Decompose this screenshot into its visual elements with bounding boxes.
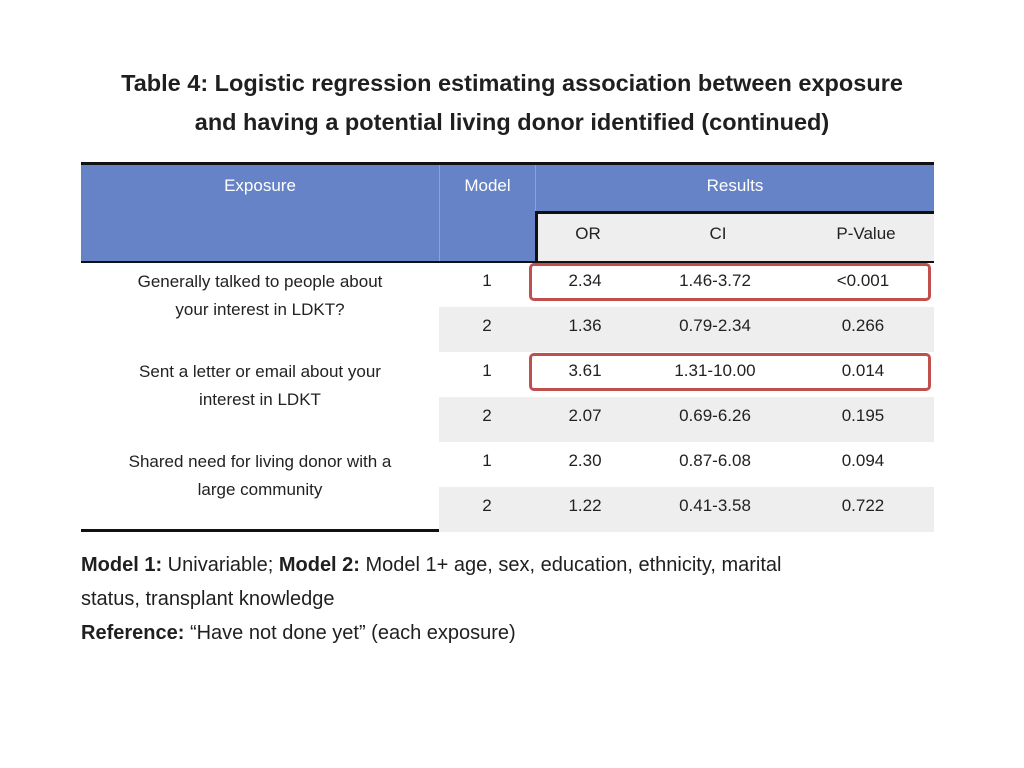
cell-p-value: 0.266 <box>795 316 931 336</box>
cell-or: 2.07 <box>535 406 635 426</box>
note-models: Model 1: Univariable; Model 2: Model 1+ … <box>81 548 961 582</box>
model2-label: Model 2: <box>279 554 360 576</box>
highlight-box <box>529 353 931 391</box>
cell-p-value: 0.094 <box>795 451 931 471</box>
cell-model: 1 <box>439 271 535 291</box>
header-results-label: Results <box>536 176 934 196</box>
cell-ci: 0.79-2.34 <box>635 316 795 336</box>
cell-model: 1 <box>439 361 535 381</box>
header-model-label: Model <box>440 176 535 196</box>
header-exposure-label: Exposure <box>81 176 439 196</box>
table-title: Table 4: Logistic regression estimating … <box>60 64 964 142</box>
cell-model: 2 <box>439 316 535 336</box>
exposure-line: your interest in LDKT? <box>91 296 429 324</box>
exposure-label: Generally talked to people about your in… <box>91 268 429 324</box>
reference-label: Reference: <box>81 622 184 644</box>
exposure-line: Generally talked to people about <box>91 268 429 296</box>
note-reference: Reference: “Have not done yet” (each exp… <box>81 616 961 650</box>
title-line-1: Table 4: Logistic regression estimating … <box>60 64 964 103</box>
header-results: Results <box>535 165 934 211</box>
cell-ci: 0.41-3.58 <box>635 496 795 516</box>
cell-or: 2.30 <box>535 451 635 471</box>
cell-model: 2 <box>439 496 535 516</box>
header-exposure: Exposure <box>81 165 439 261</box>
results-subheader: OR CI P-Value <box>535 211 934 261</box>
cell-ci: 0.69-6.26 <box>635 406 795 426</box>
table-notes: Model 1: Univariable; Model 2: Model 1+ … <box>81 548 961 650</box>
subheader-p-value: P-Value <box>798 224 934 244</box>
exposure-line: Shared need for living donor with a <box>91 448 429 476</box>
exposure-line: large community <box>91 476 429 504</box>
cell-ci: 0.87-6.08 <box>635 451 795 471</box>
note-models-cont: status, transplant knowledge <box>81 582 961 616</box>
highlight-box <box>529 263 931 301</box>
reference-text: “Have not done yet” (each exposure) <box>184 622 515 644</box>
subheader-or: OR <box>538 224 638 244</box>
header-model: Model <box>439 165 535 261</box>
results-table: Exposure Model Results OR CI P-Value Gen… <box>81 162 934 532</box>
cell-model: 2 <box>439 406 535 426</box>
model2-text: Model 1+ age, sex, education, ethnicity,… <box>360 554 782 576</box>
model1-label: Model 1: <box>81 554 162 576</box>
cell-p-value: 0.722 <box>795 496 931 516</box>
exposure-line: Sent a letter or email about your <box>91 358 429 386</box>
cell-model: 1 <box>439 451 535 471</box>
exposure-line: interest in LDKT <box>91 386 429 414</box>
exposure-label: Sent a letter or email about your intere… <box>91 358 429 414</box>
cell-or: 1.22 <box>535 496 635 516</box>
cell-p-value: 0.195 <box>795 406 931 426</box>
title-line-2: and having a potential living donor iden… <box>60 103 964 142</box>
subheader-ci: CI <box>638 224 798 244</box>
cell-or: 1.36 <box>535 316 635 336</box>
exposure-label: Shared need for living donor with a larg… <box>91 448 429 504</box>
model1-text: Univariable; <box>162 554 279 576</box>
